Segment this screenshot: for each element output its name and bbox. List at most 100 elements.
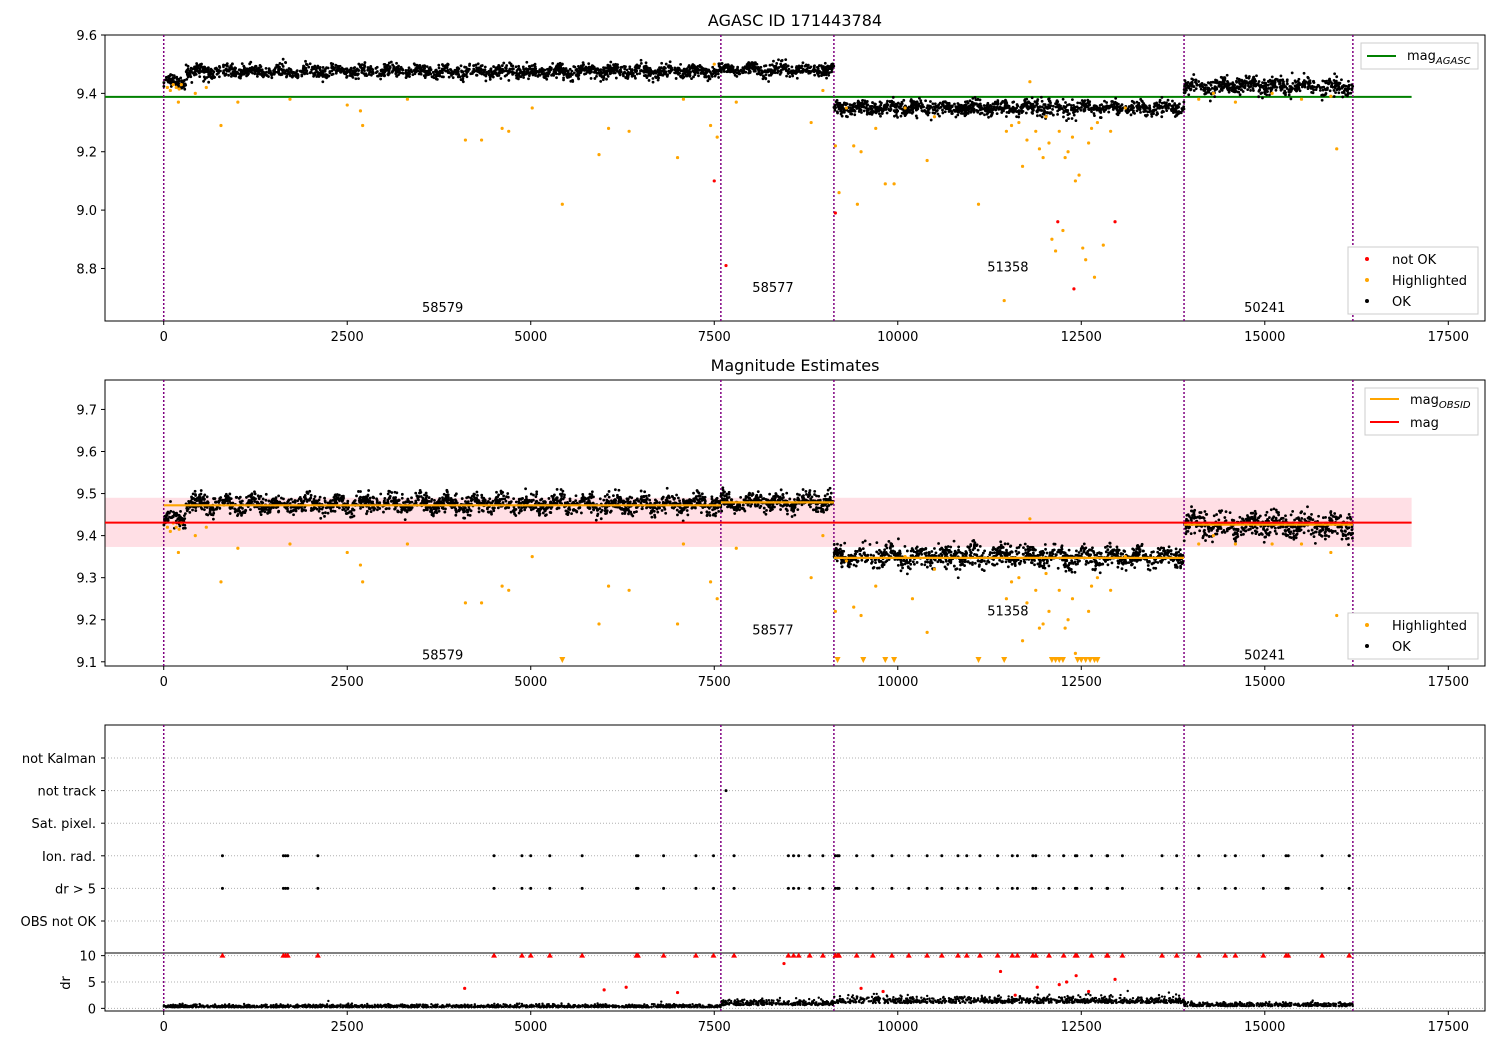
data-point-ok [552, 68, 556, 72]
data-point-ok [488, 497, 492, 501]
data-point-ok [210, 77, 214, 80]
data-point-ok [660, 66, 663, 70]
data-point-ok [552, 70, 556, 74]
data-point-ok [595, 74, 598, 78]
data-point-ok [646, 66, 650, 70]
data-point-ok [423, 64, 427, 68]
data-point-ok [607, 495, 611, 499]
data-point-ok [957, 109, 960, 113]
data-point-ok [861, 99, 864, 102]
data-point-ok [747, 69, 751, 72]
data-point-ok [482, 70, 486, 74]
data-point-ok [722, 67, 726, 71]
data-point-ok [1208, 88, 1212, 92]
data-point-ok [730, 64, 734, 68]
data-point-ok [351, 69, 355, 73]
data-point-highlighted [361, 123, 365, 128]
data-point-ok [1171, 99, 1174, 103]
data-point-ok [673, 71, 676, 75]
data-point-ok [943, 100, 947, 104]
data-point-ok [1289, 97, 1293, 101]
data-point-ok [668, 60, 672, 64]
data-point-ok [656, 78, 660, 82]
data-point-ok [840, 114, 844, 118]
data-point-ok [1035, 110, 1039, 114]
data-point-ok [1243, 79, 1246, 83]
data-point-ok [542, 75, 546, 79]
data-point-ok [1028, 106, 1032, 109]
data-point-ok [406, 70, 410, 74]
data-point-ok [1347, 85, 1350, 88]
data-point-ok [331, 65, 335, 69]
data-point-ok [861, 104, 865, 108]
data-point-ok [639, 69, 642, 73]
data-point-ok [1130, 99, 1134, 103]
data-point-ok [502, 69, 506, 73]
data-point-ok [600, 75, 604, 79]
data-point-ok [935, 108, 939, 112]
data-point-not-ok [724, 263, 728, 268]
data-point-ok [705, 510, 709, 514]
data-point-ok [1067, 117, 1070, 120]
data-point-ok [450, 73, 453, 77]
data-point-ok [1271, 85, 1275, 89]
data-point-ok [1347, 79, 1350, 83]
data-point-ok [670, 66, 674, 70]
data-point-ok [230, 62, 234, 66]
data-point-ok [1264, 83, 1268, 87]
data-point-ok [592, 65, 596, 69]
data-point-ok [597, 71, 601, 75]
data-point-ok [931, 108, 935, 112]
data-point-ok [1119, 108, 1123, 112]
data-point-ok [501, 501, 505, 504]
data-point-ok [914, 114, 918, 118]
data-point-ok [1015, 103, 1019, 106]
data-point-ok [183, 87, 187, 91]
data-point-ok [407, 68, 410, 72]
data-point-ok [753, 68, 757, 72]
data-point-ok [875, 108, 878, 112]
data-point-ok [277, 70, 281, 74]
x-tick-label: 0 [160, 675, 168, 690]
data-point-ok [713, 74, 717, 78]
data-point-highlighted [560, 202, 564, 206]
data-point-ok [612, 71, 616, 75]
data-point-ok [448, 68, 452, 71]
data-point-ok [1308, 81, 1312, 84]
data-point-ok [268, 69, 272, 73]
data-point-ok [1017, 109, 1021, 113]
data-point-ok [755, 72, 759, 76]
data-point-ok [638, 72, 642, 75]
data-point-ok [830, 63, 834, 67]
data-point-highlighted [1084, 258, 1088, 262]
data-point-ok [895, 111, 898, 115]
data-point-ok [766, 70, 770, 74]
data-point-ok [206, 513, 210, 517]
data-point-ok [720, 62, 724, 65]
data-point-not-ok [1072, 287, 1076, 291]
y-tick-label: 9.4 [76, 530, 97, 545]
data-point-ok [1207, 81, 1211, 85]
data-point-not-ok [712, 179, 716, 183]
data-point-highlighted [809, 120, 813, 125]
data-point-ok [704, 71, 708, 75]
data-point-highlighted [358, 109, 363, 113]
legend-highlighted-label: Highlighted [1392, 274, 1467, 289]
data-point-ok [708, 514, 712, 517]
data-point-ok [305, 500, 309, 503]
data-point-highlighted [177, 87, 181, 91]
data-point-ok [396, 67, 400, 71]
data-point-ok [848, 103, 852, 106]
data-point-ok [441, 63, 444, 66]
data-point-ok [812, 66, 816, 70]
data-point-highlighted [204, 85, 208, 90]
data-point-ok [879, 101, 883, 105]
data-point-ok [589, 69, 593, 73]
data-point-ok [447, 75, 451, 79]
data-point-ok [254, 68, 258, 72]
data-point-ok [1137, 107, 1140, 111]
data-point-ok [196, 70, 200, 73]
data-point-ok [342, 71, 346, 75]
data-point-ok [292, 70, 296, 74]
data-point-ok [1295, 86, 1299, 90]
